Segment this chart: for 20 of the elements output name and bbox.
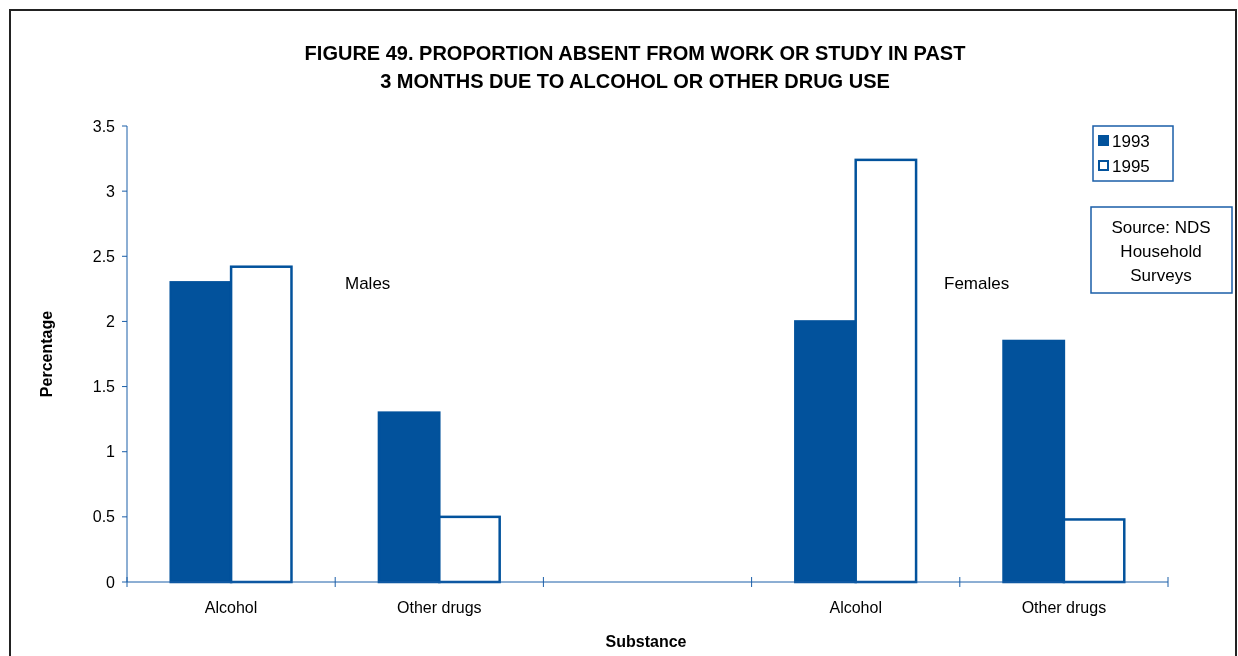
annotation: Females — [944, 274, 1010, 293]
x-tick-label: Alcohol — [204, 599, 258, 616]
x-tick-label: Alcohol — [829, 599, 882, 616]
y-tick-label: 3 — [106, 182, 116, 200]
y-axis-title: Percentage — [38, 310, 55, 398]
annotation: Source: NDS Household Surveys — [1111, 218, 1211, 285]
y-tick-label: 1.5 — [92, 378, 116, 396]
y-tick-label: 2.5 — [92, 247, 116, 265]
chart-title: FIGURE 49. PROPORTION ABSENT FROM WORK OR STUDY IN PAST 3 MONTHS DUE TO ALCOHOL OR OTHER DRUG USE — [304, 42, 966, 92]
x-tick-label: Other drugs — [397, 599, 482, 616]
y-tick-label: 0.5 — [92, 508, 116, 526]
y-tick-label: 1 — [106, 443, 116, 461]
x-axis-title: Substance — [605, 633, 687, 650]
y-tick-label: 2 — [106, 313, 116, 331]
annotation: Males — [345, 274, 391, 293]
x-tick-label: Other drugs — [1021, 599, 1107, 616]
y-tick-label: 3.5 — [92, 117, 116, 135]
legend-label: 1993 — [1112, 131, 1150, 151]
y-tick-label: 0 — [106, 573, 116, 591]
legend-label: 1995 — [1112, 156, 1150, 176]
